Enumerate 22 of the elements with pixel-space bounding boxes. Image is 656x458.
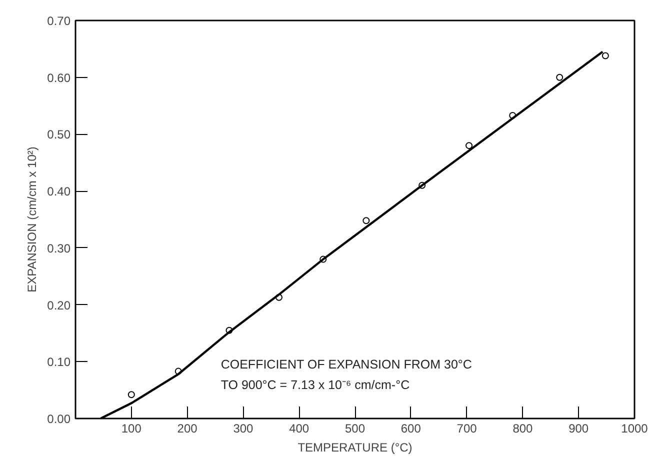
y-tick-label: 0.00 — [47, 412, 71, 426]
x-tick-label: 600 — [400, 422, 422, 436]
y-tick-label: 0.30 — [47, 241, 71, 256]
y-tick-label: 0.50 — [47, 128, 71, 142]
x-tick-label: 400 — [289, 422, 310, 436]
annotation: COEFFICIENT OF EXPANSION FROM 30°C — [220, 358, 472, 372]
x-tick-label: 1000 — [621, 422, 648, 436]
y-tick-label: 0.60 — [47, 70, 71, 85]
y-tick-label: 0.70 — [47, 14, 71, 28]
x-tick-label: 200 — [177, 422, 198, 436]
x-axis-title: TEMPERATURE (°C) — [298, 440, 412, 454]
x-tick-label: 900 — [568, 422, 589, 436]
x-tick-label: 500 — [344, 422, 366, 436]
x-tick-label: 100 — [121, 422, 142, 436]
x-tick-label: 700 — [456, 422, 478, 436]
y-axis-title: EXPANSION (cm/cm x 10²) — [25, 146, 40, 292]
x-tick-label: 300 — [233, 422, 254, 436]
annotation: TO 900°C = 7.13 x 10⁻⁶ cm/cm-°C — [220, 378, 410, 392]
x-tick-label: 800 — [512, 422, 534, 436]
y-tick-label: 0.10 — [47, 355, 71, 370]
y-tick-label: 0.20 — [47, 298, 71, 312]
y-tick-label: 0.40 — [47, 184, 71, 199]
